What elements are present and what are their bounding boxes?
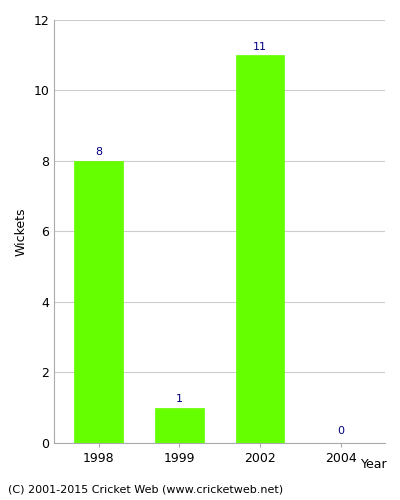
Text: 1: 1 (176, 394, 183, 404)
Bar (74, 161, 123, 443)
Text: Year: Year (361, 458, 388, 470)
Text: 11: 11 (253, 42, 267, 51)
Text: (C) 2001-2015 Cricket Web (www.cricketweb.net): (C) 2001-2015 Cricket Web (www.cricketwe… (8, 485, 283, 495)
Bar (155, 408, 204, 443)
Text: 0: 0 (337, 426, 344, 436)
Text: 8: 8 (95, 148, 102, 158)
Bar (236, 55, 284, 443)
Y-axis label: Wickets: Wickets (15, 207, 28, 256)
